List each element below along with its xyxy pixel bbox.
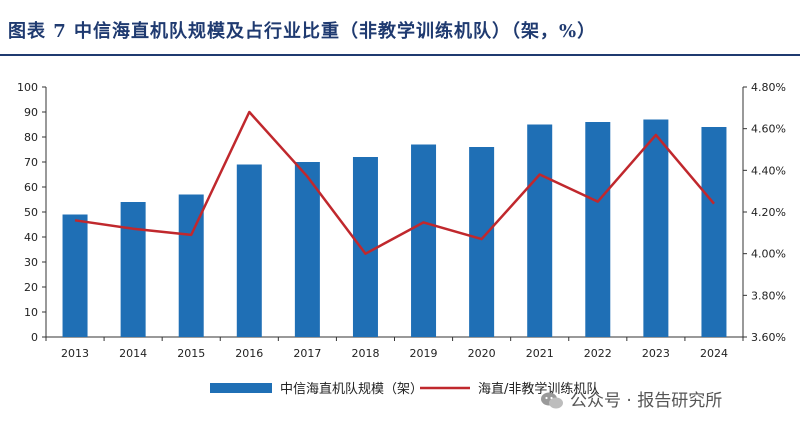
- bar: [352, 157, 378, 337]
- left-tick-label: 20: [24, 281, 38, 294]
- x-tick-label: 2019: [410, 347, 438, 360]
- left-tick-label: 0: [31, 331, 38, 344]
- x-tick-label: 2016: [235, 347, 263, 360]
- right-tick-label: 4.40%: [751, 164, 786, 177]
- x-tick-label: 2018: [351, 347, 379, 360]
- right-tick-label: 4.60%: [751, 123, 786, 136]
- left-tick-label: 50: [24, 206, 38, 219]
- left-tick-label: 40: [24, 231, 38, 244]
- bar: [62, 214, 88, 337]
- bar: [294, 162, 320, 337]
- bar: [469, 147, 495, 337]
- chart-legend: 中信海直机队规模（架） 海直/非教学训练机队: [210, 381, 599, 397]
- left-tick-label: 10: [24, 306, 38, 319]
- x-tick-label: 2023: [642, 347, 670, 360]
- left-tick-label: 80: [24, 131, 38, 144]
- right-tick-label: 4.20%: [751, 206, 786, 219]
- right-tick-label: 4.00%: [751, 248, 786, 261]
- x-tick-label: 2017: [293, 347, 321, 360]
- legend-label-line: 海直/非教学训练机队: [478, 381, 599, 397]
- x-tick-label: 2022: [584, 347, 612, 360]
- x-tick-label: 2020: [468, 347, 496, 360]
- line-series: [74, 110, 715, 255]
- x-tick-label: 2014: [119, 347, 147, 360]
- bar: [643, 119, 669, 337]
- wechat-icon: [541, 392, 563, 409]
- bar: [527, 124, 553, 337]
- right-tick-label: 3.80%: [751, 289, 786, 302]
- x-tick-label: 2013: [61, 347, 89, 360]
- title-bar: 图表 7 中信海直机队规模及占行业比重（非教学训练机队）（架，%）: [0, 0, 800, 58]
- x-tick-label: 2015: [177, 347, 205, 360]
- left-tick-label: 60: [24, 181, 38, 194]
- watermark: 公众号 · 报告研究所: [540, 386, 790, 412]
- x-tick-label: 2024: [700, 347, 728, 360]
- title-divider: [0, 54, 800, 56]
- bar: [411, 144, 437, 337]
- left-tick-label: 30: [24, 256, 38, 269]
- bar: [585, 122, 611, 337]
- watermark-text: 公众号 · 报告研究所: [570, 391, 723, 411]
- bar: [236, 164, 262, 337]
- chart-axes: 0 10 20 30 40 50 60 70 80 90 100 3.60% 3.80% 4.00% 4.2…: [17, 81, 786, 360]
- legend-label-bar: 中信海直机队规模（架）: [280, 382, 423, 397]
- bar: [120, 202, 146, 337]
- line-path: [74, 110, 715, 255]
- legend-swatch-bar: [210, 383, 272, 393]
- left-tick-label: 70: [24, 156, 38, 169]
- page-title: 图表 7 中信海直机队规模及占行业比重（非教学训练机队）（架，%）: [8, 21, 597, 42]
- right-tick-label: 3.60%: [751, 331, 786, 344]
- left-tick-label: 100: [17, 81, 38, 94]
- left-tick-label: 90: [24, 106, 38, 119]
- right-tick-label: 4.80%: [751, 81, 786, 94]
- x-tick-label: 2021: [526, 347, 554, 360]
- bar: [701, 127, 727, 337]
- bar-series: [62, 119, 727, 337]
